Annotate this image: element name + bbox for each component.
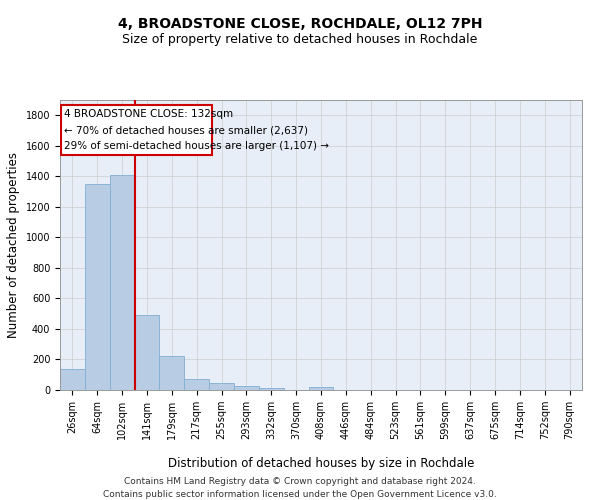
Bar	[60, 370, 85, 390]
Y-axis label: Number of detached properties: Number of detached properties	[7, 152, 20, 338]
Bar	[85, 184, 110, 390]
Text: Contains HM Land Registry data © Crown copyright and database right 2024.: Contains HM Land Registry data © Crown c…	[124, 478, 476, 486]
Text: Contains public sector information licensed under the Open Government Licence v3: Contains public sector information licen…	[103, 490, 497, 499]
Text: Distribution of detached houses by size in Rochdale: Distribution of detached houses by size …	[168, 458, 474, 470]
Bar	[160, 356, 184, 390]
Bar	[110, 175, 134, 390]
Bar	[184, 378, 209, 390]
Text: 29% of semi-detached houses are larger (1,107) →: 29% of semi-detached houses are larger (…	[64, 141, 329, 151]
Bar	[61, 104, 212, 155]
Bar	[234, 386, 259, 390]
Text: 4 BROADSTONE CLOSE: 132sqm: 4 BROADSTONE CLOSE: 132sqm	[64, 109, 233, 119]
Bar	[259, 388, 284, 390]
Bar	[308, 388, 334, 390]
Bar	[209, 383, 234, 390]
Text: 4, BROADSTONE CLOSE, ROCHDALE, OL12 7PH: 4, BROADSTONE CLOSE, ROCHDALE, OL12 7PH	[118, 18, 482, 32]
Text: Size of property relative to detached houses in Rochdale: Size of property relative to detached ho…	[122, 32, 478, 46]
Text: ← 70% of detached houses are smaller (2,637): ← 70% of detached houses are smaller (2,…	[64, 125, 308, 135]
Bar	[134, 315, 160, 390]
